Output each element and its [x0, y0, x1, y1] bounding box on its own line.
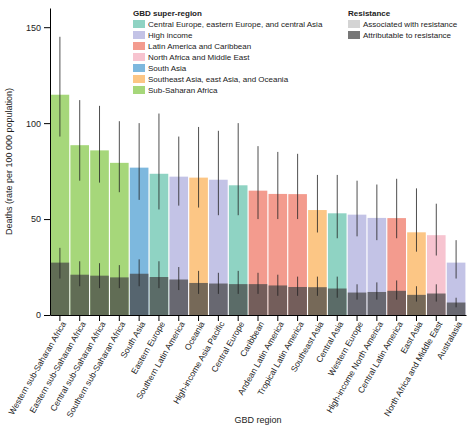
error-bar: [376, 282, 377, 299]
y-tick-label: 100: [26, 119, 41, 129]
error-bar: [317, 175, 318, 233]
legend-swatch: [133, 42, 145, 50]
error-bar: [396, 179, 397, 238]
error-bar: [119, 265, 120, 288]
y-tick-label: 150: [26, 23, 41, 33]
error-bar: [238, 123, 239, 215]
legend-swatch: [133, 53, 145, 61]
y-tick-mark: [44, 219, 50, 220]
error-bar: [139, 123, 140, 200]
y-axis: 0 50 100 150: [26, 9, 51, 321]
y-tick-label: 50: [31, 214, 41, 224]
error-bar: [119, 121, 120, 192]
error-bar: [258, 273, 259, 294]
error-bars: [60, 248, 456, 307]
error-bar: [297, 154, 298, 219]
error-bar: [357, 181, 358, 237]
error-bar: [238, 271, 239, 294]
error-bar: [258, 146, 259, 219]
legend-label: Associated with resistance: [363, 20, 458, 29]
y-tick: 50: [31, 214, 50, 224]
error-bar: [218, 131, 219, 215]
y-tick-label: 0: [36, 310, 41, 320]
legend-label: Latin America and Caribbean: [148, 42, 251, 51]
error-bar: [178, 267, 179, 290]
error-bar: [158, 114, 159, 210]
legend-swatch: [348, 20, 360, 28]
y-axis-line: [50, 9, 51, 316]
error-bar: [416, 188, 417, 251]
legend-swatch: [133, 20, 145, 28]
error-bar: [317, 277, 318, 296]
error-bar: [198, 271, 199, 294]
error-bar: [59, 37, 60, 137]
y-tick-mark: [44, 123, 50, 124]
error-bar: [337, 175, 338, 238]
legend-label: Sub-Saharan Africa: [148, 86, 218, 95]
legend-label: South Asia: [148, 64, 187, 73]
error-bar: [396, 280, 397, 299]
y-tick: 100: [26, 119, 50, 129]
error-bar: [178, 137, 179, 206]
legend-swatch: [133, 86, 145, 94]
error-bar: [436, 204, 437, 256]
error-bar: [436, 284, 437, 301]
error-bar: [277, 152, 278, 219]
x-tick-label: Central Latin America: [356, 319, 405, 395]
error-bar: [456, 298, 457, 308]
x-tick: Southern sub-Saharan Africa: [64, 315, 127, 419]
error-bars: [60, 37, 456, 279]
error-bar: [139, 259, 140, 286]
error-bar: [79, 100, 80, 181]
error-bar: [416, 286, 417, 301]
legend-label: Attributable to resistance: [363, 31, 452, 40]
x-tick: Australasia: [435, 315, 465, 361]
legend-swatch: [133, 75, 145, 83]
error-bar: [297, 277, 298, 296]
error-bar: [79, 261, 80, 286]
x-tick: Southeast Asia: [289, 315, 326, 374]
x-tick-label: North Africa and Middle East: [382, 319, 445, 418]
error-bar: [376, 185, 377, 241]
x-axis: Western sub-Saharan AfricaEastern sub-Sa…: [6, 315, 466, 419]
x-tick: Central Europe: [209, 315, 246, 374]
y-tick-mark: [44, 315, 50, 316]
error-bar: [456, 240, 457, 278]
y-tick: 150: [26, 23, 50, 33]
error-bar: [218, 273, 219, 294]
error-bar: [337, 277, 338, 298]
x-tick-label: Australasia: [435, 319, 465, 361]
x-tick: Central Latin America: [356, 315, 405, 395]
legend: Resistance Associated with resistance Attr…: [348, 9, 458, 40]
error-bar: [277, 275, 278, 296]
bar-series: [51, 95, 466, 315]
bar-series: [51, 263, 466, 315]
y-axis-title: Deaths (rate per 100 000 population): [4, 88, 14, 235]
legend-title: GBD super-region: [133, 9, 202, 18]
x-tick: North Africa and Middle East: [382, 315, 445, 418]
legend-label: North Africa and Middle East: [148, 53, 250, 62]
error-bar: [99, 263, 100, 288]
error-bar: [59, 248, 60, 279]
legend: GBD super-region Central Europe, eastern …: [133, 9, 323, 95]
legend-swatch: [133, 64, 145, 72]
error-bar: [357, 284, 358, 299]
legend-swatch: [133, 31, 145, 39]
legend-title: Resistance: [348, 9, 391, 18]
error-bar: [198, 127, 199, 208]
legend-label: High income: [148, 31, 193, 40]
legend-label: Southeast Asia, east Asia, and Oceania: [148, 75, 289, 84]
error-bar: [158, 261, 159, 288]
y-tick-mark: [44, 27, 50, 28]
legend-swatch: [348, 31, 360, 39]
x-tick-label: Southern sub-Saharan Africa: [64, 319, 127, 419]
legend-label: Central Europe, eastern Europe, and cent…: [148, 20, 323, 29]
error-bar: [99, 106, 100, 183]
chart: Western sub-Saharan AfricaEastern sub-Sa…: [0, 0, 474, 427]
x-axis-title: GBD region: [234, 415, 281, 425]
plot-area: [51, 37, 466, 315]
y-tick: 0: [36, 310, 50, 320]
